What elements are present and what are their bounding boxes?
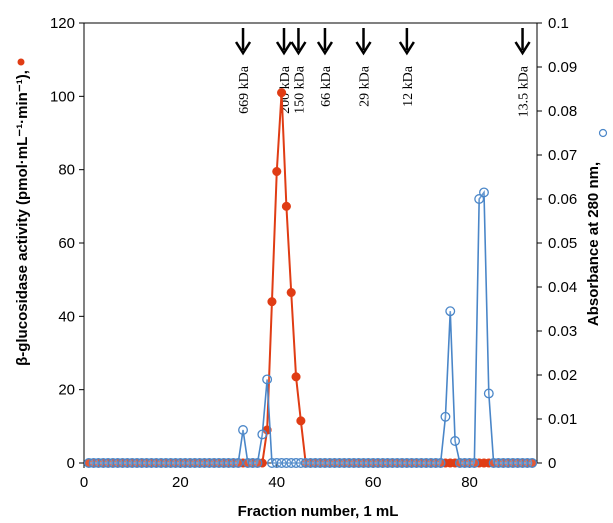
x-tick-label: 60 (365, 474, 382, 491)
data-point-absorbance (479, 187, 489, 198)
data-point-activity (281, 201, 291, 211)
y-axis-left-legend-dot (17, 58, 25, 66)
y-axis-right-label: Absorbance at 280 nm, (585, 162, 602, 326)
x-axis: 0 20 40 60 80 (80, 463, 478, 491)
data-point-absorbance (440, 411, 451, 422)
data-point-absorbance (238, 425, 248, 435)
x-tick-label: 40 (268, 474, 285, 491)
y-left-tick-label: 0 (67, 455, 75, 472)
y-axis-right-label-group: Absorbance at 280 nm, (585, 162, 602, 326)
series-layer (83, 88, 538, 468)
y-right-tick-label: 0.1 (548, 15, 569, 32)
marker-label: 29 kDa (358, 65, 373, 107)
y-right-tick-label: 0.01 (548, 411, 577, 428)
data-point-activity (291, 372, 301, 382)
y-axis-left-label: β-glucosidase activity (pmol·mL⁻¹·min⁻¹)… (14, 70, 31, 366)
data-point-activity (286, 287, 296, 298)
marker-label: 12 kDa (401, 65, 416, 107)
marker-arrow-head (290, 41, 307, 56)
x-axis-label: Fraction number, 1 mL (238, 503, 399, 520)
series-line-left (88, 92, 533, 464)
plot-frame (83, 22, 538, 464)
data-point-activity (277, 88, 287, 98)
x-tick-label: 0 (80, 474, 88, 491)
data-point-absorbance (262, 374, 273, 385)
y-axis-right-legend-dot (598, 128, 608, 138)
x-tick-label: 80 (461, 474, 478, 491)
y-right-tick-label: 0.08 (548, 103, 577, 120)
y-right-tick-label: 0.09 (548, 59, 577, 76)
marker-arrow-head (234, 41, 252, 56)
data-point-absorbance (450, 436, 461, 446)
plot-border (83, 22, 538, 464)
data-point-activity (267, 297, 277, 307)
y-right-tick-label: 0.07 (548, 147, 577, 164)
y-axis-left: 0 20 40 60 80 100 120 (50, 15, 84, 472)
marker-arrow-head (275, 41, 293, 56)
y-axis-left-label-group: β-glucosidase activity (pmol·mL⁻¹·min⁻¹)… (14, 70, 31, 366)
data-point-absorbance (252, 458, 263, 468)
y-right-tick-label: 0.05 (548, 235, 577, 252)
y-axis-right: 0 0.01 0.02 0.03 0.04 0.05 0.06 0.07 0.08 0.09 0.1 (537, 15, 577, 472)
data-point-absorbance (483, 388, 494, 399)
marker-label: 13.5 kDa (517, 65, 532, 117)
y-left-tick-label: 80 (58, 162, 75, 179)
marker-arrow-head (355, 41, 372, 56)
data-point-absorbance (233, 458, 244, 468)
y-left-tick-label: 40 (58, 308, 75, 325)
y-right-tick-label: 0.04 (548, 279, 577, 296)
size-markers: 669 kDa 200 kDa 150 kDa 66 kDa 29 kDa 12 kDa 1… (234, 28, 532, 117)
marker-label: 150 kDa (292, 65, 307, 114)
data-point-absorbance (474, 194, 485, 204)
y-left-tick-label: 120 (50, 15, 75, 32)
y-left-tick-label: 60 (58, 235, 75, 252)
marker-arrow-head (398, 41, 415, 56)
x-tick-label: 20 (172, 474, 189, 491)
data-point-absorbance (257, 429, 268, 440)
data-point-absorbance (445, 306, 456, 317)
data-point-activity (296, 416, 306, 426)
marker-label: 66 kDa (319, 65, 334, 107)
series-line-right (88, 190, 533, 464)
data-point-activity (272, 166, 282, 177)
y-right-tick-label: 0.02 (548, 367, 577, 384)
marker-arrow-head (514, 41, 531, 56)
y-left-tick-label: 100 (50, 88, 75, 105)
marker-arrow-head (316, 41, 334, 56)
data-point-absorbance (469, 458, 480, 468)
y-left-tick-label: 20 (58, 382, 75, 399)
y-right-tick-label: 0.03 (548, 323, 577, 340)
data-point-absorbance (527, 458, 538, 468)
data-point-absorbance (435, 458, 446, 468)
y-right-tick-label: 0 (548, 455, 556, 472)
y-right-tick-label: 0.06 (548, 191, 577, 208)
marker-label: 669 kDa (237, 65, 252, 114)
